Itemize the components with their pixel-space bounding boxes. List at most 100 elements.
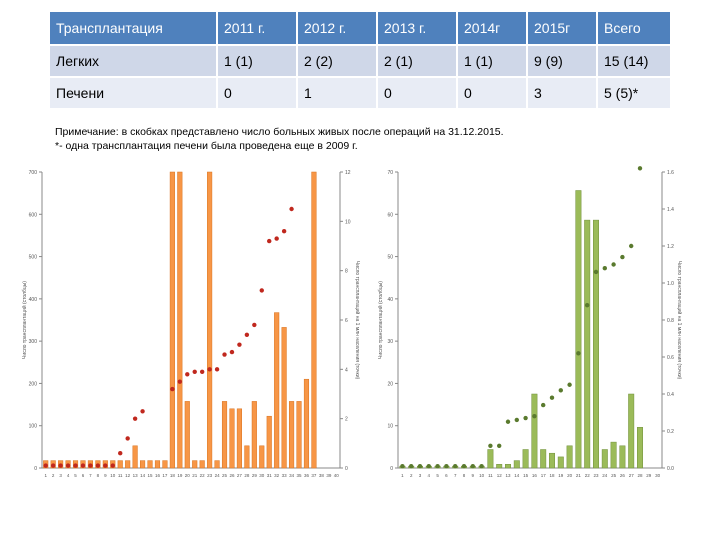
data-point <box>207 367 212 372</box>
data-point <box>50 463 56 468</box>
data-point <box>88 463 93 468</box>
x-tick-label: 23 <box>593 473 599 478</box>
footnote: Примечание: в скобках представлено число… <box>55 125 504 153</box>
data-point <box>505 419 511 424</box>
table-row: Легких 1 (1) 2 (2) 2 (1) 1 (1) 9 (9) 15 … <box>48 44 672 78</box>
data-point <box>426 463 431 469</box>
bar <box>229 408 235 469</box>
x-tick-label: 30 <box>655 473 661 478</box>
y-tick-label: 200 <box>29 381 38 387</box>
data-point <box>259 288 264 293</box>
y2-tick-label: 1.4 <box>667 207 674 213</box>
x-tick-label: 39 <box>326 473 332 478</box>
data-point <box>479 463 484 469</box>
data-point <box>80 463 86 468</box>
data-point <box>95 463 101 468</box>
x-tick-label: 24 <box>602 473 608 478</box>
bar <box>540 449 547 469</box>
data-point <box>549 395 555 400</box>
bar <box>236 408 242 469</box>
y2-tick-label: 8 <box>345 269 348 275</box>
bar <box>513 460 520 469</box>
bar <box>557 456 564 469</box>
x-tick-label: 32 <box>274 473 280 478</box>
data-point <box>244 332 250 337</box>
data-point <box>73 463 78 468</box>
table-cell: 15 (14) <box>596 44 672 78</box>
y-tick-label: 20 <box>387 381 393 387</box>
y-tick-label: 400 <box>29 297 38 303</box>
x-tick-label: 9 <box>104 473 107 478</box>
data-point <box>170 386 175 392</box>
table-cell: 3 <box>526 76 598 110</box>
x-tick-label: 28 <box>637 473 643 478</box>
y2-tick-label: 2 <box>345 417 348 423</box>
y2-tick-label: 0.2 <box>667 429 674 435</box>
x-tick-label: 16 <box>532 473 538 478</box>
table-cell: Печени <box>48 76 218 110</box>
bar <box>281 327 287 469</box>
y2-tick-label: 0.6 <box>667 355 674 361</box>
y-tick-label: 50 <box>387 255 393 261</box>
data-point <box>281 229 287 234</box>
x-tick-label: 15 <box>148 473 154 478</box>
bar <box>274 312 280 469</box>
bar <box>154 460 161 469</box>
table-cell: 0 <box>216 76 298 110</box>
bar <box>303 378 310 469</box>
data-point <box>558 388 563 393</box>
bar <box>184 401 190 469</box>
x-tick-label: 11 <box>488 473 493 478</box>
y2-tick-label: 6 <box>345 318 348 324</box>
data-point <box>229 349 235 355</box>
data-point <box>576 351 581 356</box>
bar <box>575 190 582 469</box>
x-tick-label: 2 <box>410 473 413 478</box>
bar <box>177 171 183 469</box>
x-tick-label: 4 <box>67 473 70 478</box>
x-tick-label: 5 <box>436 473 439 478</box>
bar <box>619 445 626 469</box>
transplant-table: Трансплантация 2011 г. 2012 г. 2013 г. 2… <box>48 10 672 110</box>
bar <box>584 219 591 469</box>
y-tick-label: 40 <box>387 297 393 303</box>
y-tick-label: 100 <box>29 424 38 430</box>
x-tick-label: 25 <box>611 473 617 478</box>
data-point <box>125 436 130 441</box>
y-tick-label: 70 <box>387 170 393 176</box>
x-tick-label: 7 <box>89 473 92 478</box>
x-tick-label: 27 <box>629 473 635 478</box>
data-point <box>110 463 115 468</box>
x-tick-label: 12 <box>125 473 131 478</box>
x-tick-label: 22 <box>200 473 206 478</box>
bar <box>132 445 138 469</box>
x-tick-label: 6 <box>82 473 85 478</box>
x-tick-label: 1 <box>401 473 404 478</box>
data-point <box>620 254 625 260</box>
data-point <box>103 463 108 468</box>
table-cell: 1 (1) <box>216 44 298 78</box>
data-point <box>274 236 279 241</box>
bar <box>531 393 538 469</box>
bar <box>296 401 302 469</box>
y2-axis-title: Число трансплантаций на 1 млн населения … <box>354 261 360 380</box>
header-cell: Всего <box>596 10 672 46</box>
data-point <box>400 463 405 469</box>
y2-tick-label: 10 <box>345 219 351 225</box>
data-point <box>140 409 145 414</box>
data-point <box>177 379 183 384</box>
data-point <box>629 243 634 249</box>
y2-tick-label: 0.8 <box>667 318 674 324</box>
x-tick-label: 13 <box>505 473 511 478</box>
data-point <box>593 269 599 275</box>
bar <box>147 460 153 469</box>
table-cell: 0 <box>456 76 528 110</box>
data-point <box>541 402 546 408</box>
x-tick-label: 24 <box>215 473 221 478</box>
y2-tick-label: 0.0 <box>667 466 674 472</box>
liver-transplant-chart: 0 10 20 30 40 50 60 70 0.0 0.2 0.4 0.6 0.8 1.0 1.2 1.4 1… <box>377 166 683 478</box>
x-tick-label: 35 <box>297 473 303 478</box>
x-tick-label: 20 <box>185 473 191 478</box>
header-cell: 2014г <box>456 10 528 46</box>
bar <box>505 464 511 469</box>
